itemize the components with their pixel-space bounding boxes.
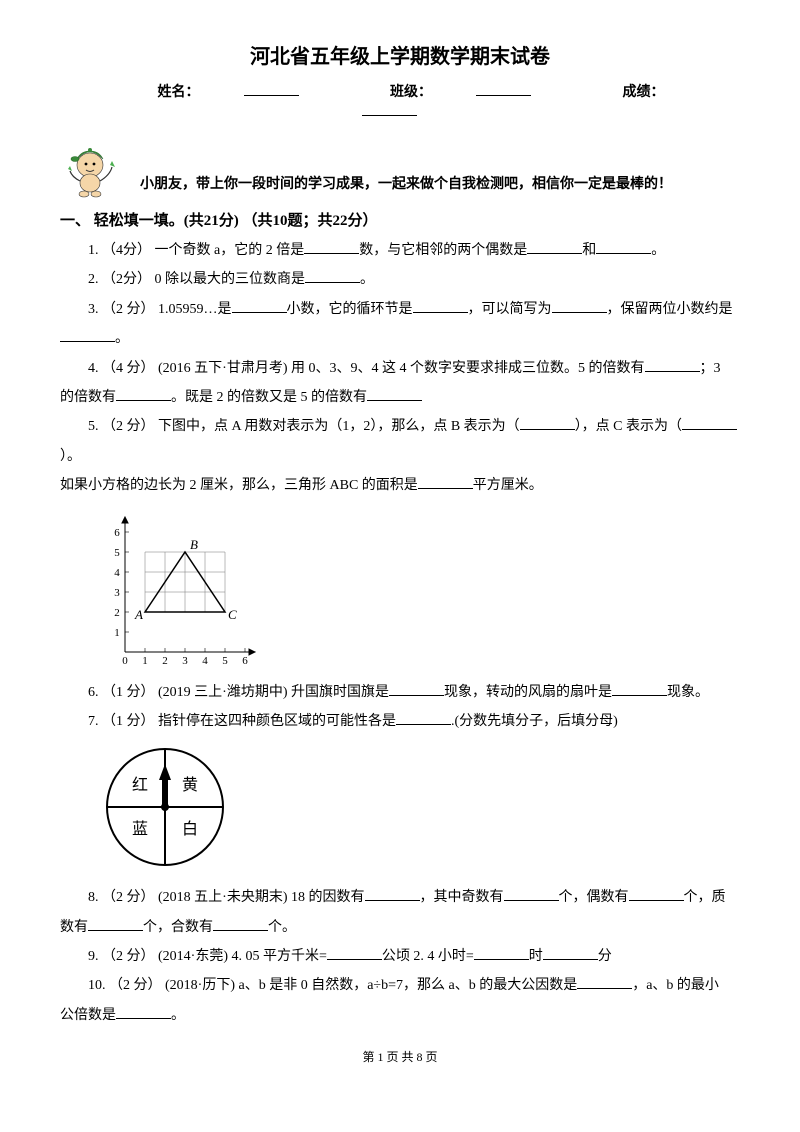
svg-text:1: 1 [142, 655, 148, 667]
header-fields: 姓名： 班级： 成绩： [60, 81, 740, 121]
question-7: 7. （1 分） 指针停在这四种颜色区域的可能性各是.(分数先填分子，后填分母) [60, 707, 740, 736]
question-3: 3. （2 分） 1.05959…是小数，它的循环节是，可以简写为，保留两位小数… [60, 295, 740, 324]
encourage-text: 小朋友，带上你一段时间的学习成果，一起来做个自我检测吧，相信你一定是最棒的！ [140, 173, 672, 199]
svg-text:4: 4 [202, 655, 208, 667]
question-3b: 。 [60, 324, 740, 353]
svg-text:0: 0 [122, 655, 128, 667]
question-8b: 数有个，合数有个。 [60, 913, 740, 942]
question-4: 4. （4 分） (2016 五下·甘肃月考) 用 0、3、9、4 这 4 个数… [60, 354, 740, 383]
question-6: 6. （1 分） (2019 三上·潍坊期中) 升国旗时国旗是现象，转动的风扇的… [60, 678, 740, 707]
svg-text:C: C [228, 607, 237, 622]
svg-text:6: 6 [114, 527, 120, 539]
page-title: 河北省五年级上学期数学期末试卷 [60, 40, 740, 69]
question-5: 5. （2 分） 下图中，点 A 用数对表示为（1，2），那么，点 B 表示为（… [60, 412, 740, 471]
svg-text:4: 4 [114, 567, 120, 579]
question-1: 1. （4分） 一个奇数 a，它的 2 倍是数，与它相邻的两个偶数是和。 [60, 236, 740, 265]
svg-text:3: 3 [114, 587, 120, 599]
svg-text:白: 白 [182, 820, 198, 838]
svg-text:5: 5 [114, 547, 120, 559]
question-8: 8. （2 分） (2018 五上·未央期末) 18 的因数有，其中奇数有个，偶… [60, 883, 740, 912]
question-10b: 公倍数是。 [60, 1001, 740, 1030]
question-9: 9. （2 分） (2014·东莞) 4. 05 平方千米=公顷 2. 4 小时… [60, 942, 740, 971]
triangle-figure: 0 1 2 3 4 5 6 1 2 3 4 5 6 A B C [100, 507, 740, 672]
svg-text:蓝: 蓝 [132, 820, 148, 838]
svg-text:红: 红 [132, 776, 148, 794]
svg-text:A: A [134, 607, 143, 622]
svg-text:1: 1 [114, 627, 120, 639]
svg-text:6: 6 [242, 655, 248, 667]
svg-text:B: B [190, 537, 198, 552]
svg-text:5: 5 [222, 655, 228, 667]
svg-text:2: 2 [162, 655, 168, 667]
question-10: 10. （2 分） (2018·历下) a、b 是非 0 自然数，a÷b=7，那… [60, 971, 740, 1000]
section-1-title: 一、 轻松填一填。(共21分) （共10题；共22分） [60, 209, 740, 230]
class-label: 班级： [368, 85, 553, 100]
svg-text:2: 2 [114, 607, 120, 619]
mascot-icon [60, 139, 120, 199]
spinner-figure: 红 黄 蓝 白 [100, 742, 740, 877]
name-label: 姓名： [136, 85, 321, 100]
svg-text:3: 3 [182, 655, 188, 667]
question-5b: 如果小方格的边长为 2 厘米，那么，三角形 ABC 的面积是平方厘米。 [60, 471, 740, 500]
question-4b: 的倍数有。既是 2 的倍数又是 5 的倍数有 [60, 383, 740, 412]
svg-text:黄: 黄 [182, 776, 198, 794]
page-footer: 第 1 页 共 8 页 [60, 1048, 740, 1065]
question-2: 2. （2分） 0 除以最大的三位数商是。 [60, 265, 740, 294]
